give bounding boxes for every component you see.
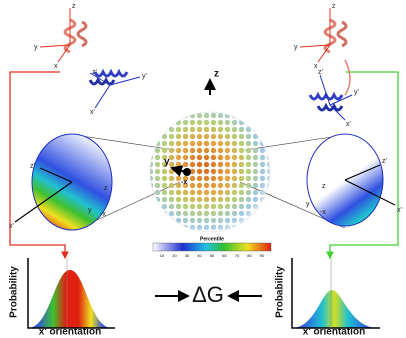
- axis-label: z: [332, 3, 336, 10]
- colorbar-tick: 70: [235, 253, 240, 258]
- axis-label: y': [142, 73, 147, 80]
- axis-label: x': [9, 223, 14, 230]
- colorbar-tick: 80: [247, 253, 252, 258]
- axis-label: z: [322, 183, 326, 190]
- colorbar-tick: 50: [210, 253, 215, 258]
- axis-label: z: [72, 3, 76, 10]
- axis-label: -x: [181, 179, 187, 186]
- colorbar-title: Percentile: [200, 236, 224, 242]
- axis-label: y: [164, 157, 170, 168]
- y-label: Probability: [9, 266, 20, 318]
- delta-g: ΔG: [192, 282, 224, 307]
- axis-label: y: [306, 201, 310, 208]
- figure: ΔG Probability x' orientation Probabilit…: [0, 0, 406, 338]
- axis-label: y: [88, 207, 92, 214]
- colorbar-tick: 40: [197, 253, 202, 258]
- axis-label: z: [104, 185, 108, 192]
- sphere: [150, 112, 270, 232]
- colorbar-tick: 90: [260, 253, 265, 258]
- axis-label: z': [92, 69, 97, 76]
- axis-label: -x: [100, 211, 106, 218]
- axis-label: x: [54, 63, 58, 70]
- colorbar: [153, 243, 271, 251]
- axis-label: x': [397, 207, 402, 214]
- axis-label: z': [318, 69, 323, 76]
- colorbar-tick: 30: [185, 253, 190, 258]
- colorbar-tick: 20: [172, 253, 177, 258]
- molecule-right: [300, 8, 352, 120]
- axis-label: y': [354, 89, 359, 96]
- colorbar-tick: 60: [222, 253, 227, 258]
- axis-label: z': [30, 163, 35, 170]
- molecule-left: [40, 8, 140, 108]
- colorbar-tick: 10: [160, 253, 165, 258]
- axis-label: -x: [320, 209, 326, 216]
- axis-label: z': [382, 158, 387, 165]
- x-label: x' orientation: [303, 327, 365, 338]
- axis-label: x': [346, 121, 351, 128]
- axis-label: y: [34, 44, 38, 51]
- axis-label: z: [214, 69, 219, 80]
- axis-label: y: [294, 44, 298, 51]
- right-plot: [292, 258, 380, 328]
- axis-label: x': [90, 109, 95, 116]
- origin-dot: [183, 168, 191, 176]
- x-label: x' orientation: [39, 327, 101, 338]
- y-label: Probability: [275, 266, 286, 318]
- left-plot: [28, 258, 115, 328]
